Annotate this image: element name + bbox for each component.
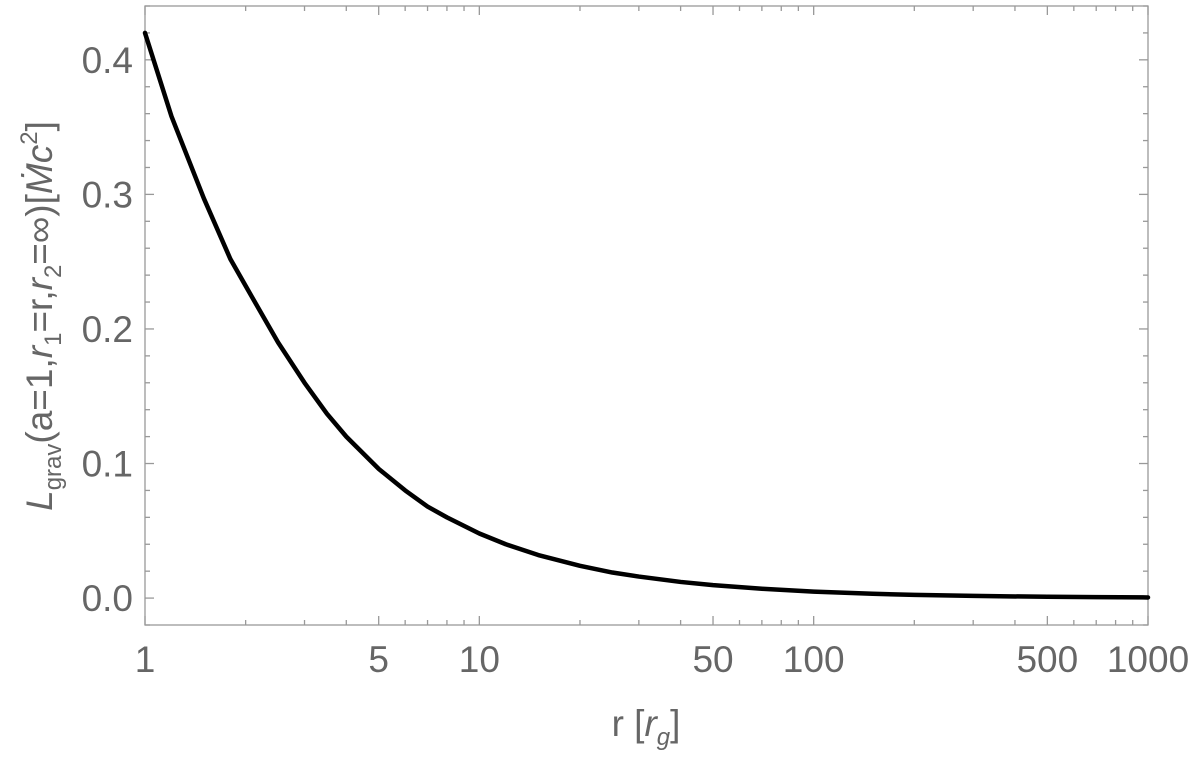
series-line — [142, 30, 1151, 600]
y-tick-label: 0.1 — [82, 444, 133, 485]
x-tick-label: 500 — [1016, 639, 1078, 680]
x-tick-label: 50 — [692, 639, 733, 680]
x-tick-label: 1 — [135, 639, 156, 680]
x-tick-label: 10 — [459, 639, 500, 680]
plot-frame — [144, 5, 1149, 626]
y-tick-label: 0.2 — [82, 309, 133, 350]
tick-labels: 1 5 10 50 100 500 1000 0.0 0.1 0.2 0.3 0.4 — [82, 40, 1190, 680]
y-tick-label: 0.4 — [82, 40, 133, 81]
tick-marks — [144, 5, 1149, 626]
y-tick-label: 0.3 — [82, 174, 133, 215]
y-axis-title: Lgrav(a=1,r1=r,r2=∞)[Ṁc2] — [16, 121, 67, 511]
x-tick-label: 1000 — [1107, 639, 1189, 680]
x-axis-title: r [rg] — [612, 703, 681, 751]
y-tick-label: 0.0 — [82, 578, 133, 619]
x-tick-label: 5 — [368, 639, 389, 680]
x-tick-label: 100 — [783, 639, 845, 680]
